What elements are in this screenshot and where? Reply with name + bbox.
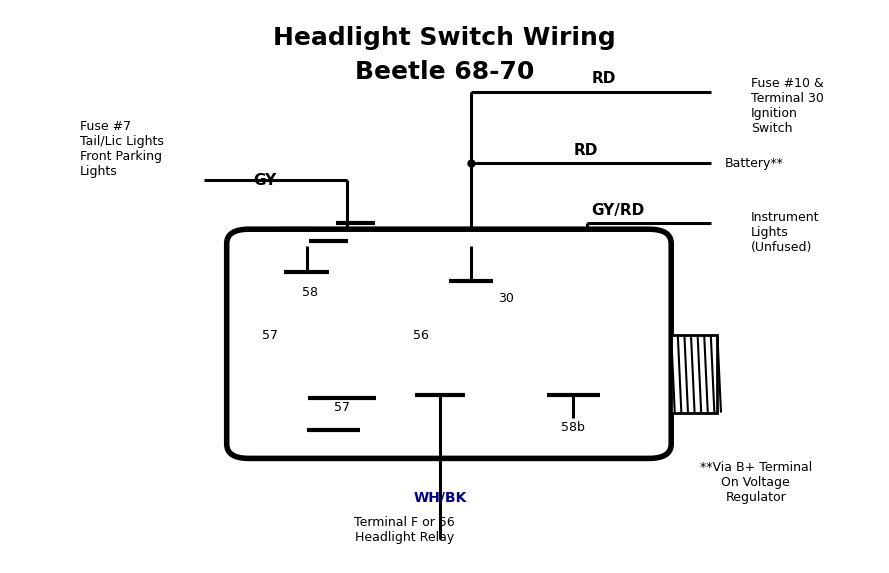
Bar — [671, 335, 717, 413]
Text: Battery**: Battery** — [725, 157, 783, 170]
Text: 30: 30 — [498, 292, 514, 305]
Text: RD: RD — [573, 143, 597, 158]
Text: 57: 57 — [262, 329, 278, 342]
FancyBboxPatch shape — [227, 229, 671, 458]
Text: Beetle 68-70: Beetle 68-70 — [355, 60, 534, 84]
Text: GY/RD: GY/RD — [591, 203, 645, 218]
Text: Instrument
Lights
(Unfused): Instrument Lights (Unfused) — [751, 210, 820, 254]
Text: Terminal F or 56
Headlight Relay: Terminal F or 56 Headlight Relay — [354, 516, 455, 544]
Text: 57: 57 — [334, 401, 350, 414]
Text: 58: 58 — [302, 286, 318, 300]
Text: **Via B+ Terminal
On Voltage
Regulator: **Via B+ Terminal On Voltage Regulator — [700, 461, 812, 504]
Text: RD: RD — [591, 71, 615, 86]
Text: 56: 56 — [413, 329, 429, 342]
Text: Fuse #10 &
Terminal 30
Ignition
Switch: Fuse #10 & Terminal 30 Ignition Switch — [751, 77, 824, 135]
Text: 58b: 58b — [562, 421, 585, 434]
Text: Headlight Switch Wiring: Headlight Switch Wiring — [273, 26, 616, 50]
Text: GY: GY — [253, 173, 276, 188]
Text: Fuse #7
Tail/Lic Lights
Front Parking
Lights: Fuse #7 Tail/Lic Lights Front Parking Li… — [80, 120, 164, 178]
Text: WH/BK: WH/BK — [413, 490, 467, 504]
